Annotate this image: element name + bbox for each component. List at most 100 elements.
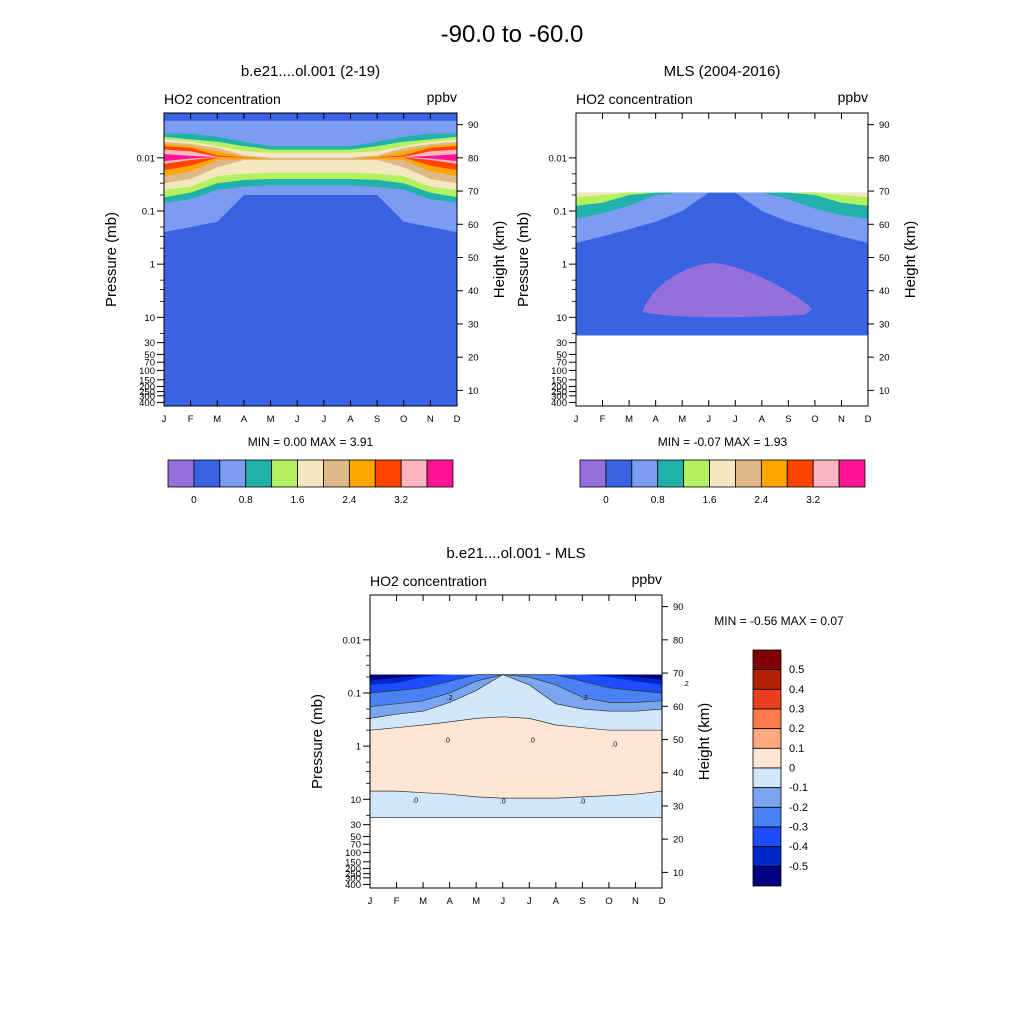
y2-tick-label: 70 — [468, 187, 479, 198]
contour-band-6 — [370, 674, 662, 681]
contour-label: .0 — [444, 738, 450, 745]
colorbar-label: -0.2 — [789, 802, 808, 814]
y2-tick-label: 80 — [879, 153, 890, 164]
y-tick-label: 200 — [345, 864, 361, 875]
x-tick-label: A — [241, 414, 248, 425]
x-tick-label: A — [759, 414, 766, 425]
colorbar-3: 0.5 0.4 0.3 0.2 0.1 0 -0.1 -0.2 -0.3 -0.4 -0.5 — [752, 649, 808, 887]
y-tick-label: 0.1 — [348, 688, 361, 699]
colorbar-label: 0.2 — [789, 723, 804, 735]
panels: b.e21....ol.001 (2-19) HO2 concentration p… — [103, 63, 919, 907]
contour-line-1 — [369, 716, 662, 731]
colorbar-label: 2.4 — [342, 495, 356, 506]
colorbar-box — [735, 459, 762, 488]
x-tick-label: F — [600, 414, 606, 425]
panel-left-label: HO2 concentration — [370, 573, 487, 589]
x-tick-label: A — [446, 896, 453, 907]
contour-label: .2 — [447, 695, 453, 702]
contour-band-5 — [642, 262, 813, 318]
colorbar-box — [348, 459, 376, 488]
colorbar-box — [167, 459, 195, 488]
stats-text: MIN = -0.07 MAX = 1.93 — [658, 435, 788, 449]
y2-tick-label: 60 — [468, 220, 479, 231]
colorbar-label: -0.5 — [789, 861, 808, 873]
y-tick-label: 70 — [350, 840, 361, 851]
x-tick-label: M — [625, 414, 633, 425]
y-tick-label: 10 — [556, 313, 567, 324]
panel-left-label: HO2 concentration — [164, 91, 281, 107]
y-axis-title: Pressure (mb) — [103, 212, 120, 307]
colorbar-label: 0.1 — [789, 743, 804, 755]
y-tick-label: 0.1 — [142, 206, 155, 217]
colorbar-label: 0 — [789, 763, 795, 775]
contour-band-4 — [370, 674, 662, 693]
colorbar-box — [752, 747, 782, 769]
data-fills: .2 .2 .0 .0 .0 .0 .0 .0 .2 — [369, 674, 689, 818]
y2-tick-label: 20 — [879, 353, 890, 364]
x-tick-label: J — [500, 896, 505, 907]
x-tick-label: N — [427, 414, 434, 425]
y-tick-label: 1 — [562, 260, 567, 271]
colorbar-box — [752, 846, 782, 867]
panel-units: ppbv — [427, 89, 457, 105]
colorbar-box — [752, 767, 782, 789]
plot-frame — [163, 112, 458, 407]
y-tick-label: 0.01 — [549, 153, 568, 164]
colorbar-label: 1.6 — [703, 495, 717, 506]
contour-label: .0 — [611, 742, 617, 749]
y2-tick-label: 80 — [468, 153, 479, 164]
y-tick-label: 30 — [144, 338, 155, 349]
panel-1: b.e21....ol.001 (2-19) HO2 concentration p… — [103, 63, 508, 425]
y-tick-label: 100 — [551, 366, 567, 377]
x-tick-label: M — [267, 414, 275, 425]
x-tick-label: M — [472, 896, 480, 907]
y2-tick-label: 30 — [879, 319, 890, 330]
colorbar-label: 0.4 — [789, 684, 804, 696]
plot-frame — [575, 112, 869, 407]
y-tick-label: 1 — [150, 260, 155, 271]
y2-tick-label: 10 — [468, 386, 479, 397]
y-tick-label: 400 — [345, 880, 361, 891]
y-tick-label: 50 — [556, 350, 567, 361]
stats-text: MIN = 0.00 MAX = 3.91 — [248, 435, 374, 449]
contour-band-5 — [164, 141, 457, 184]
colorbar-1: MIN = 0.00 MAX = 3.91 0 0.8 1.6 2.4 3.2 — [167, 435, 454, 506]
x-tick-label: J — [574, 414, 579, 425]
y-axis-title: Pressure (mb) — [515, 212, 532, 307]
x-tick-label: D — [865, 414, 872, 425]
y-tick-label: 300 — [345, 873, 361, 884]
contour-band-4 — [576, 192, 868, 198]
x-tick-label: O — [605, 896, 612, 907]
colorbar-box — [657, 459, 685, 488]
colorbar-box — [752, 826, 782, 848]
x-tick-label: S — [785, 414, 791, 425]
y-tick-label: 250 — [139, 387, 155, 398]
contour-band-4 — [164, 139, 457, 190]
y2-tick-label: 40 — [468, 286, 479, 297]
x-tick-label: J — [527, 896, 532, 907]
contour-label: .0 — [579, 798, 585, 805]
contour-line-3 — [369, 674, 663, 719]
y-tick-label: 0.01 — [137, 153, 156, 164]
colorbar-box — [193, 459, 221, 488]
colorbar-box — [683, 459, 710, 488]
y2-axis-title: Height (km) — [902, 221, 919, 299]
y-tick-label: 150 — [345, 857, 361, 868]
colorbar-label: 0.3 — [789, 704, 804, 716]
colorbar-box — [219, 459, 247, 488]
y-tick-label: 300 — [551, 391, 567, 402]
y-tick-label: 0.01 — [343, 635, 362, 646]
y-tick-label: 200 — [551, 382, 567, 393]
colorbar-2: MIN = -0.07 MAX = 1.93 0 0.8 1.6 2.4 3.2 — [579, 435, 866, 506]
colorbar-box — [812, 459, 840, 488]
x-tick-label: D — [454, 414, 461, 425]
y-tick-label: 300 — [139, 391, 155, 402]
x-tick-label: J — [321, 414, 326, 425]
colorbar-label: 0 — [603, 495, 609, 506]
colorbar-label: 3.2 — [394, 495, 408, 506]
colorbar-box — [426, 459, 454, 488]
panel-title: b.e21....ol.001 - MLS — [446, 545, 585, 562]
contour-label: .0 — [500, 798, 506, 805]
x-tick-label: M — [678, 414, 686, 425]
